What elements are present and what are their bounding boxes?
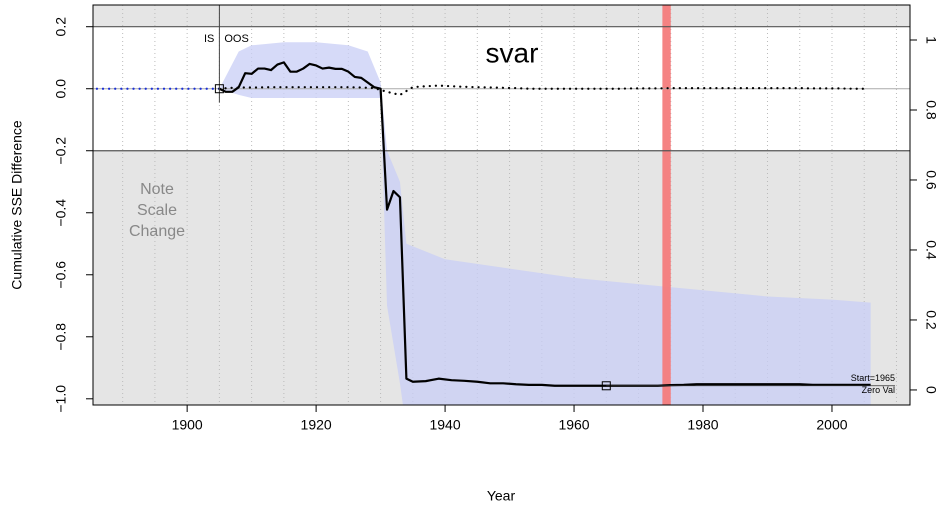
- scale-change-panel: [93, 5, 910, 27]
- y-tick-label: −1.0: [53, 385, 69, 413]
- zero-val-label: Start=1965: [851, 373, 895, 383]
- x-axis-title: Year: [487, 488, 516, 504]
- y2-tick-label: 0.8: [923, 100, 939, 120]
- x-tick-label: 1980: [687, 417, 718, 433]
- series-line: [218, 61, 871, 387]
- y2-tick-label: 0.2: [923, 310, 939, 330]
- x-tick-label: 1940: [429, 417, 460, 433]
- zero-val-label: Zero Val: [862, 385, 895, 395]
- y2-tick-label: 1: [923, 36, 939, 44]
- plot-area: [93, 5, 910, 405]
- y2-tick-label: 0.4: [923, 240, 939, 260]
- y-tick-label: −0.6: [53, 261, 69, 289]
- y-tick-label: −0.8: [53, 323, 69, 351]
- x-tick-label: 2000: [816, 417, 847, 433]
- highlight-band: [662, 5, 671, 405]
- y-tick-label: 0.0: [53, 79, 69, 99]
- scale-note: Change: [129, 223, 185, 240]
- y-tick-label: 0.2: [53, 17, 69, 37]
- split-label: OOS: [224, 33, 248, 45]
- split-marker: [214, 84, 224, 94]
- x-tick-label: 1920: [301, 417, 332, 433]
- x-tick-label: 1960: [558, 417, 589, 433]
- scale-note: Note: [140, 181, 174, 198]
- x-tick-label: 1900: [172, 417, 203, 433]
- y-tick-label: −0.2: [53, 137, 69, 165]
- y-axis-title: Cumulative SSE Difference: [9, 120, 25, 290]
- chart-title: svar: [486, 37, 539, 68]
- overlay: IS OOS Start=1965 Zero Val Note Scale Change: [129, 5, 895, 395]
- y2-tick-label: 0: [923, 386, 939, 394]
- y2-tick-label: 0.6: [923, 170, 939, 190]
- split-label: IS: [204, 33, 214, 45]
- scale-note: Scale: [137, 202, 177, 219]
- y-tick-label: −0.4: [53, 199, 69, 227]
- zero-val-marker: [601, 381, 611, 391]
